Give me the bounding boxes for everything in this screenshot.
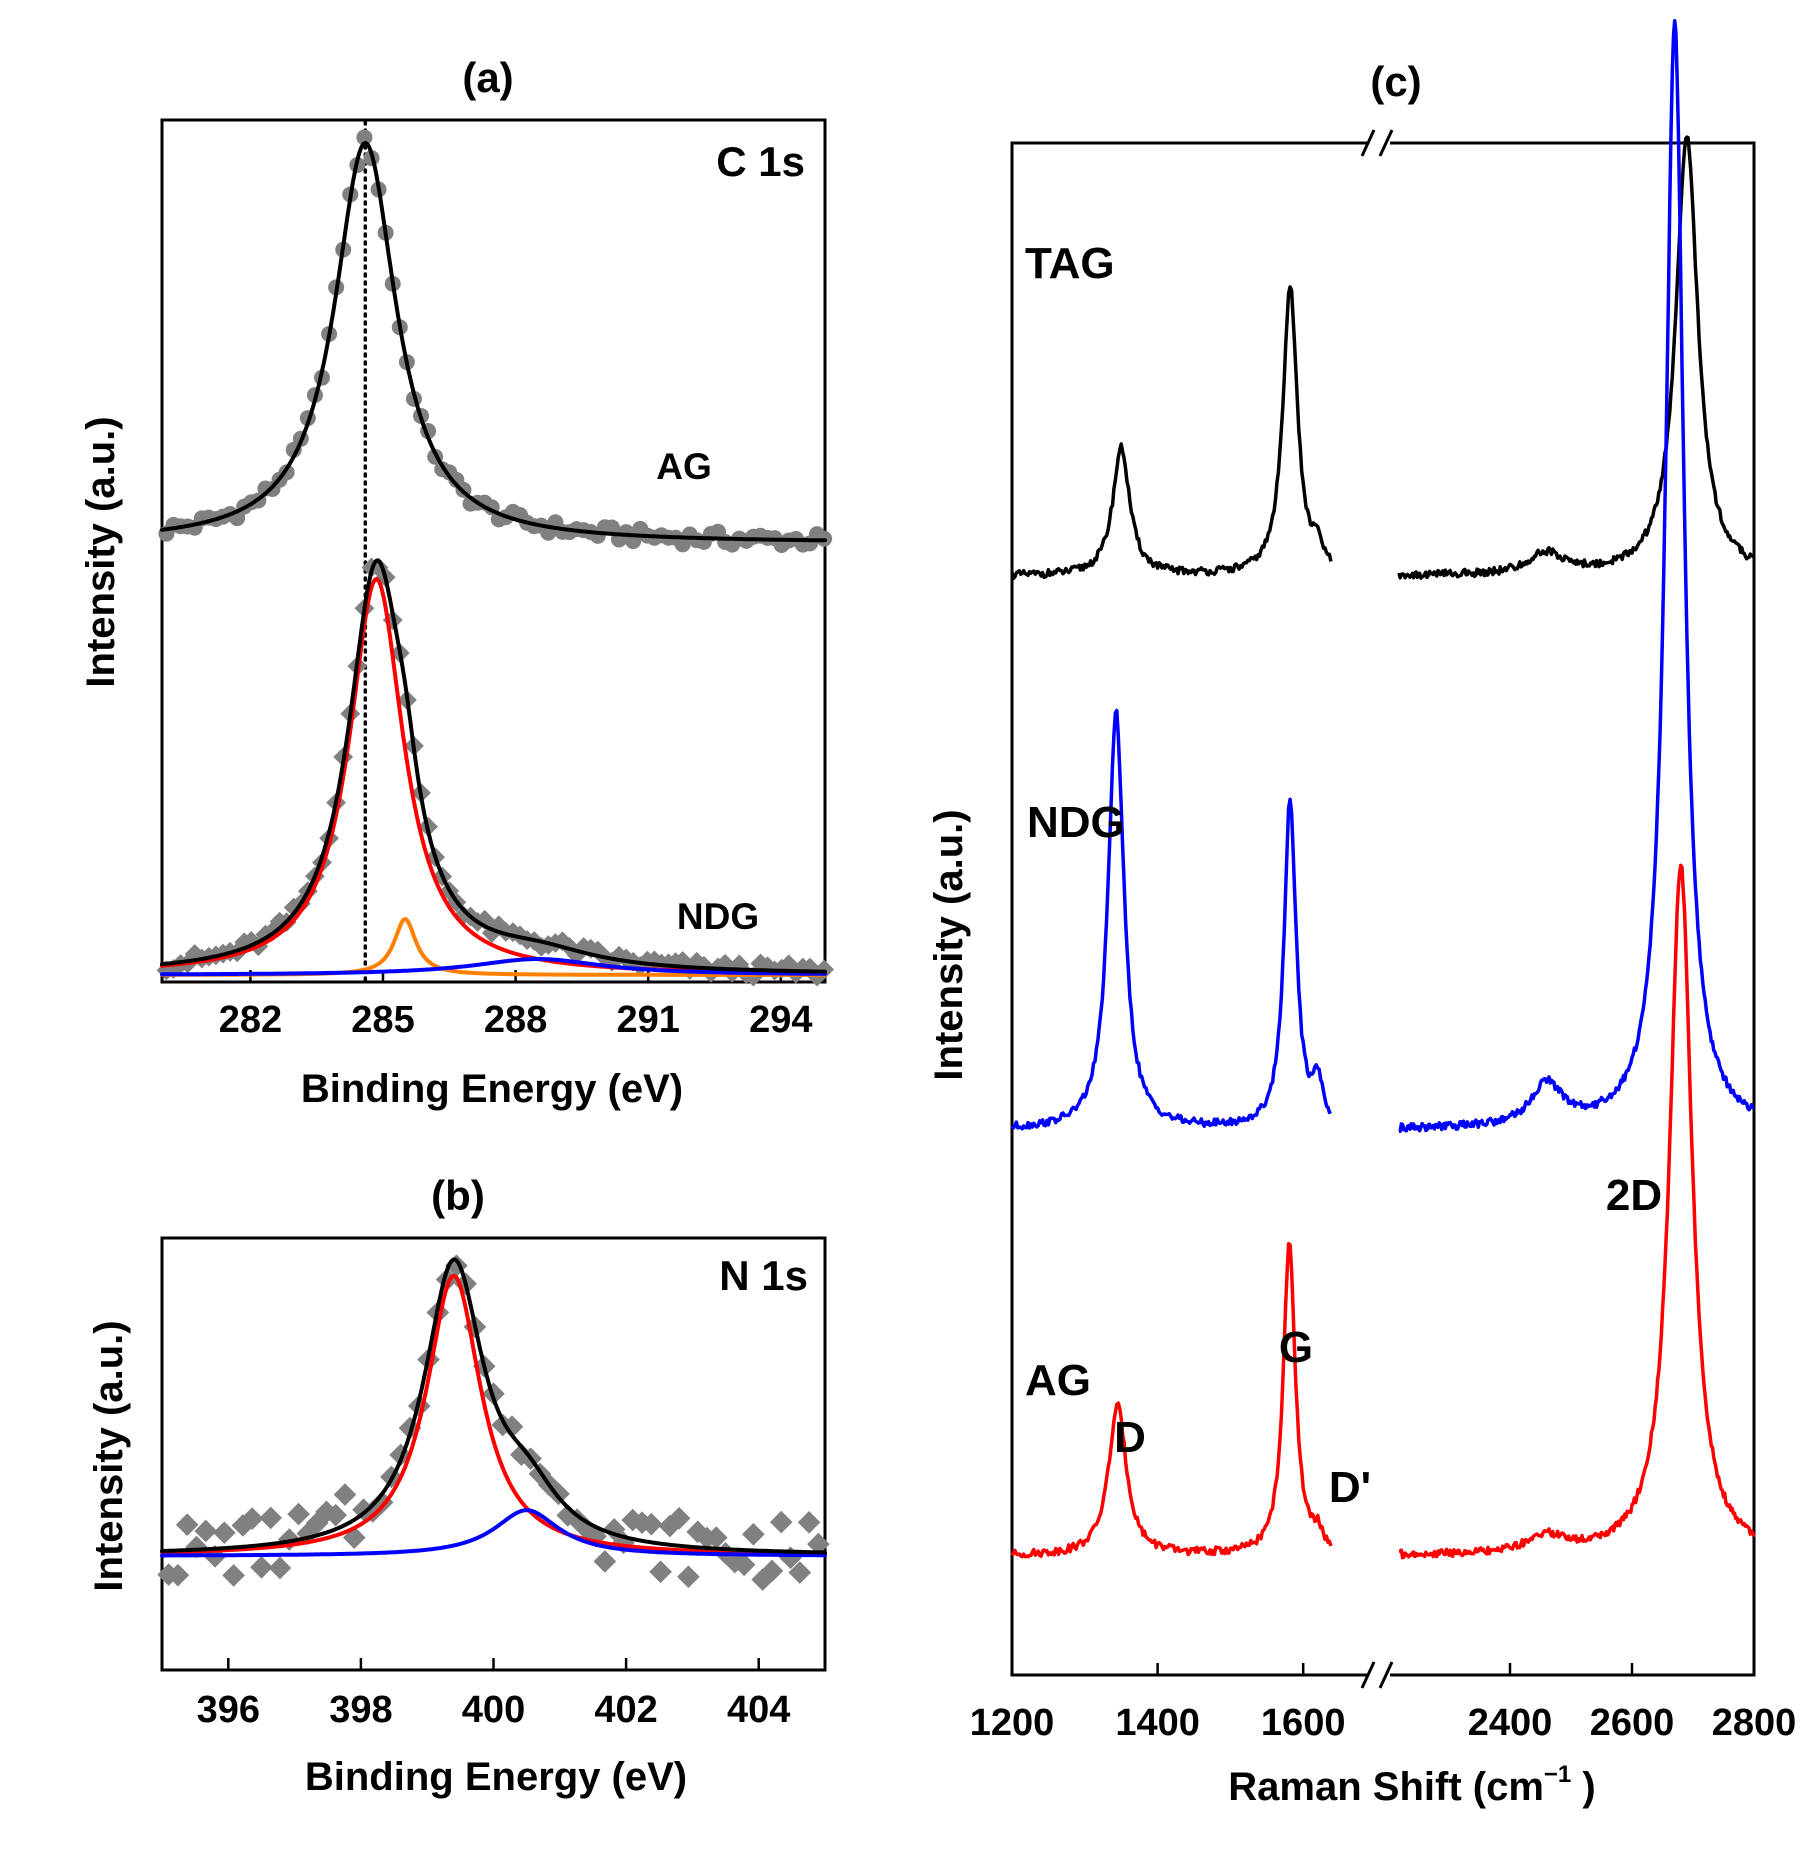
data-point: [259, 1506, 283, 1530]
series-line-n-component-1: [160, 1273, 827, 1556]
data-point: [639, 1512, 663, 1536]
x-tick-label: 404: [727, 1689, 790, 1731]
data-point: [742, 1522, 765, 1546]
panel-c-x-axis-title: Raman Shift (cm−1 ): [1228, 1761, 1595, 1809]
series-label-ndg: NDG: [1027, 798, 1125, 847]
x-tick-label: 2400: [1468, 1702, 1553, 1744]
series-label-ag: AG: [1025, 1356, 1091, 1405]
panel-c-x-ticks: 1200 1400 1600 2400 2600 2800: [970, 1663, 1797, 1744]
panel-c-spectra: [1010, 18, 1756, 1560]
x-tick-label: 1400: [1115, 1702, 1200, 1744]
series-line-n-1s-envelope: [160, 1257, 827, 1555]
x-tick-label: 1200: [970, 1702, 1055, 1744]
data-point: [797, 1511, 821, 1534]
x-tick-label: 294: [749, 999, 812, 1041]
panel-b-data-points: [157, 1254, 830, 1591]
series-line-ag-raman: [1398, 863, 1756, 1560]
panel-b-frame: [160, 1236, 827, 1672]
data-point: [593, 1550, 617, 1573]
panel-a-x-ticks: 282 285 288 291 294: [219, 970, 813, 1041]
x-tick-label: 291: [616, 999, 679, 1041]
x-tick-label: 285: [351, 999, 414, 1041]
data-point: [603, 519, 620, 536]
x-tick-label: 396: [197, 1689, 260, 1731]
panel-a-data-points: [156, 129, 835, 987]
series-label-tag: TAG: [1025, 239, 1115, 288]
data-point: [175, 1513, 199, 1537]
axis-break-bottom: [1360, 1661, 1394, 1689]
series-line-ndg-raman: [1398, 18, 1755, 1133]
panel-b-y-axis-title: Intensity (a.u.): [87, 1320, 131, 1591]
data-point: [760, 1559, 784, 1583]
data-point: [213, 1521, 236, 1545]
data-point: [222, 1564, 245, 1587]
series-line-ag-raman: [1010, 1241, 1333, 1559]
data-point: [287, 1502, 310, 1526]
data-point: [769, 1510, 793, 1534]
series-label-ag-xps: AG: [656, 446, 712, 487]
series-line-ag: [160, 141, 827, 543]
data-point: [649, 1560, 672, 1584]
peak-label-d: D: [1114, 1413, 1146, 1462]
x-tick-label: 282: [219, 999, 282, 1041]
data-point: [807, 1532, 830, 1556]
panel-b: (b) 396 398 400 402 404 N 1s Binding Energy …: [87, 1172, 830, 1799]
peak-label-2d: 2D: [1606, 1171, 1662, 1220]
panel-a-x-axis-title: Binding Energy (eV): [301, 1067, 683, 1111]
x-tick-label: 2800: [1712, 1702, 1797, 1744]
series-line-tag-raman: [1397, 135, 1756, 580]
data-point: [333, 1483, 357, 1506]
x-tick-label: 1600: [1261, 1702, 1346, 1744]
x-tick-label: 400: [462, 1689, 525, 1731]
series-line-ndg-c-o: [160, 957, 827, 977]
series-line-ndg-envelope: [160, 558, 827, 974]
data-point: [356, 129, 373, 146]
panel-b-x-axis-title: Binding Energy (eV): [305, 1755, 687, 1799]
x-tick-label: 2600: [1590, 1702, 1675, 1744]
data-point: [704, 1526, 728, 1549]
series-line-tag-raman: [1010, 285, 1333, 581]
panel-c-y-axis-title: Intensity (a.u.): [927, 809, 971, 1080]
peak-label-g: G: [1279, 1323, 1313, 1372]
panel-a-label: (a): [462, 54, 513, 101]
series-label-ndg-xps: NDG: [677, 896, 759, 937]
data-point: [500, 1415, 524, 1438]
peak-label-d-prime: D': [1329, 1463, 1371, 1512]
data-point: [732, 1553, 756, 1577]
panel-c-label: (c): [1370, 58, 1421, 105]
panel-a-title: C 1s: [716, 138, 805, 185]
panel-b-fit-curves: [160, 1257, 827, 1558]
series-line-ndg-raman: [1010, 708, 1333, 1131]
data-point: [324, 1503, 348, 1527]
panel-a: (a) 282 285 288 291 294 C 1s AG NDG Binding …: [79, 54, 835, 1111]
data-point: [677, 1565, 700, 1589]
panel-b-x-ticks: 396 398 400 402 404: [197, 1658, 790, 1731]
panel-b-title: N 1s: [719, 1252, 808, 1299]
panel-a-fit-curves: [160, 141, 827, 977]
panel-c: (c) 1200 1400 1600 2400 2600 2800 TAG NDG AG …: [927, 18, 1797, 1809]
data-point: [250, 1555, 273, 1579]
series-line-n-component-2: [160, 1508, 827, 1558]
panel-a-y-axis-title: Intensity (a.u.): [79, 416, 123, 687]
data-point: [268, 1556, 292, 1580]
x-tick-label: 402: [594, 1689, 657, 1731]
data-point: [667, 1506, 691, 1530]
panel-b-label: (b): [431, 1172, 485, 1219]
x-tick-label: 288: [484, 999, 547, 1041]
axis-break-top: [1360, 129, 1394, 157]
panel-a-frame: [160, 118, 827, 984]
x-tick-label: 398: [329, 1689, 392, 1731]
data-point: [788, 1561, 812, 1584]
